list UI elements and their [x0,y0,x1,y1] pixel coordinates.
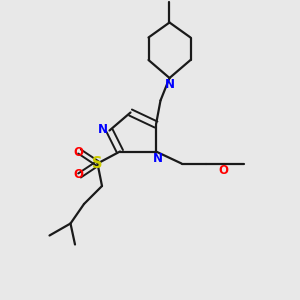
Text: N: N [164,78,175,91]
Text: O: O [218,164,229,177]
Text: O: O [73,146,83,159]
Text: O: O [73,168,83,181]
Text: N: N [98,122,108,136]
Text: N: N [152,152,163,165]
Text: S: S [92,156,103,171]
